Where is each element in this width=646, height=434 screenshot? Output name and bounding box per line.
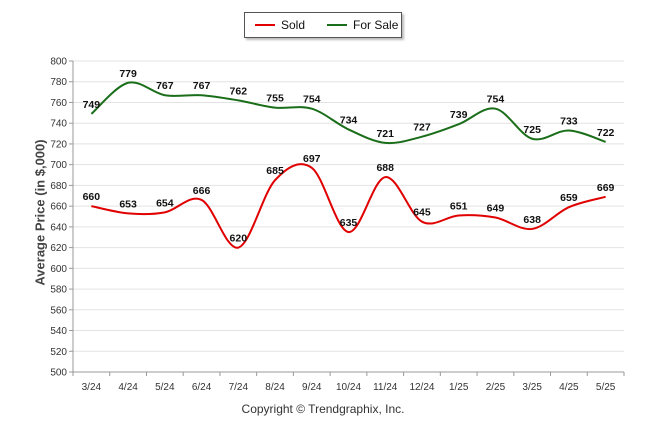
- data-label-for-sale: 733: [560, 115, 578, 127]
- y-tick-label: 660: [50, 202, 67, 213]
- y-tick-label: 560: [50, 305, 67, 316]
- y-tick-label: 580: [50, 285, 67, 296]
- data-label-for-sale: 779: [119, 68, 137, 80]
- y-tick-label: 760: [50, 98, 67, 109]
- data-label-for-sale: 767: [156, 80, 174, 92]
- x-tick-label: 5/24: [155, 382, 175, 393]
- series-line-sold: [91, 163, 606, 249]
- legend-item-for-sale: For Sale: [327, 18, 398, 32]
- data-label-sold: 685: [266, 165, 284, 177]
- data-label-sold: 645: [413, 207, 431, 219]
- data-label-sold: 660: [83, 191, 101, 203]
- x-tick-label: 1/25: [449, 382, 469, 393]
- y-tick-label: 800: [50, 57, 67, 68]
- data-label-for-sale: 755: [266, 93, 284, 105]
- y-tick-label: 520: [50, 347, 67, 358]
- data-label-for-sale: 721: [376, 128, 394, 140]
- legend: Sold For Sale: [244, 12, 402, 38]
- data-label-sold: 635: [340, 217, 358, 229]
- x-tick-label: 8/24: [265, 382, 285, 393]
- y-tick-label: 720: [50, 139, 67, 150]
- x-tick-label: 10/24: [336, 382, 361, 393]
- data-label-for-sale: 739: [450, 109, 468, 121]
- data-label-for-sale: 754: [303, 94, 321, 106]
- y-tick-label: 780: [50, 77, 67, 88]
- x-tick-label: 4/24: [118, 382, 138, 393]
- legend-swatch-for-sale: [327, 24, 348, 26]
- y-tick-label: 640: [50, 222, 67, 233]
- series-line-for-sale: [90, 81, 606, 145]
- y-tick-label: 620: [50, 243, 67, 254]
- data-label-sold: 654: [156, 197, 174, 209]
- data-label-sold: 669: [597, 182, 615, 194]
- data-label-for-sale: 754: [487, 94, 505, 106]
- x-tick-label: 3/25: [522, 382, 542, 393]
- legend-swatch-sold: [255, 24, 275, 26]
- y-tick-label: 500: [50, 368, 67, 379]
- data-label-for-sale: 725: [523, 124, 541, 136]
- data-label-sold: 688: [376, 162, 394, 174]
- data-label-sold: 697: [303, 153, 321, 165]
- data-label-for-sale: 734: [340, 114, 358, 126]
- data-label-sold: 653: [119, 198, 137, 210]
- x-tick-label: 2/25: [486, 382, 506, 393]
- y-tick-label: 700: [50, 160, 67, 171]
- y-tick-label: 680: [50, 181, 67, 192]
- data-label-for-sale: 767: [193, 80, 211, 92]
- data-label-sold: 620: [230, 233, 248, 245]
- copyright-text: Copyright © Trendgraphix, Inc.: [241, 402, 405, 416]
- x-tick-label: 3/24: [82, 382, 102, 393]
- data-label-sold: 638: [523, 214, 541, 226]
- y-tick-label: 600: [50, 264, 67, 275]
- x-tick-label: 11/24: [373, 382, 398, 393]
- x-tick-label: 6/24: [192, 382, 212, 393]
- data-label-for-sale: 749: [83, 99, 101, 111]
- data-label-for-sale: 727: [413, 122, 431, 134]
- legend-label-sold: Sold: [281, 18, 306, 32]
- y-tick-label: 540: [50, 326, 67, 337]
- data-label-for-sale: 722: [597, 127, 615, 139]
- legend-label-for-sale: For Sale: [353, 18, 399, 32]
- x-tick-label: 12/24: [409, 382, 434, 393]
- data-label-sold: 651: [450, 200, 468, 212]
- data-label-sold: 659: [560, 192, 578, 204]
- y-axis-title: Average Price (in $,000): [32, 139, 48, 286]
- y-tick-label: 740: [50, 119, 67, 130]
- data-label-sold: 666: [193, 185, 211, 197]
- legend-item-sold: Sold: [255, 18, 305, 32]
- x-tick-label: 4/25: [559, 382, 579, 393]
- x-tick-label: 9/24: [302, 382, 322, 393]
- data-label-for-sale: 762: [230, 85, 248, 97]
- x-tick-label: 7/24: [229, 382, 249, 393]
- x-tick-label: 5/25: [596, 382, 616, 393]
- data-label-sold: 649: [487, 203, 505, 215]
